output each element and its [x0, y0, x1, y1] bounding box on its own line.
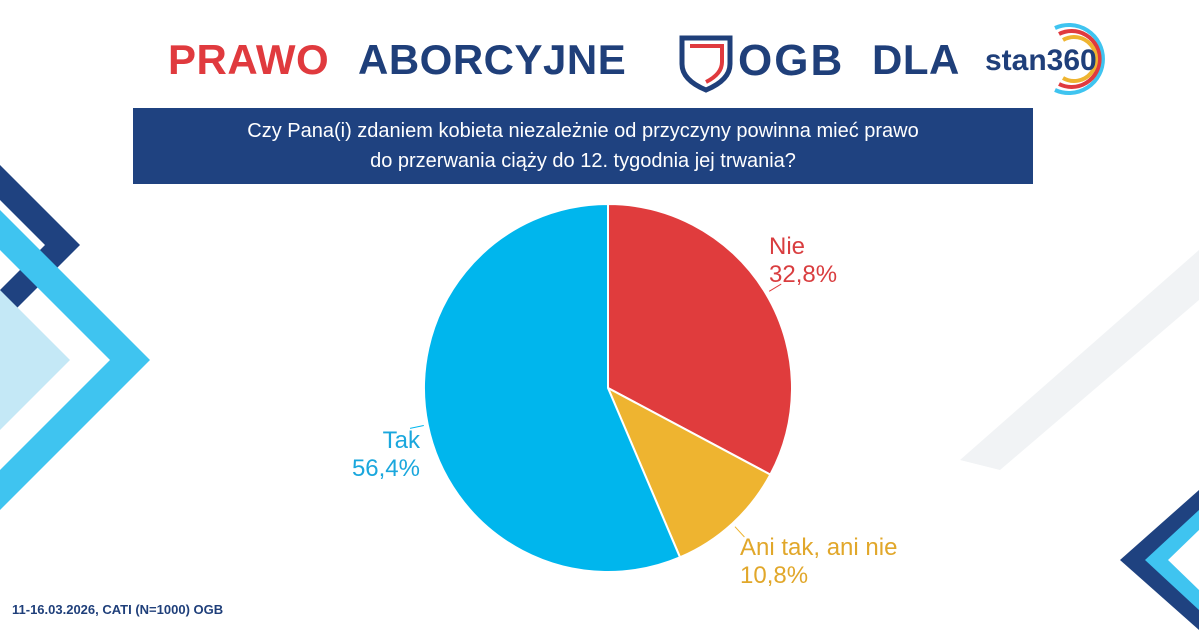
- pie-slice-nie: [607, 202, 793, 476]
- question-box: Czy Pana(i) zdaniem kobieta niezależnie …: [133, 108, 1033, 184]
- left-pale-chevron: [0, 290, 70, 430]
- label-ani: Ani tak, ani nie 10,8%: [740, 534, 897, 590]
- header: PRAWO ABORCYJNE OGB DLA stan360: [0, 18, 1199, 98]
- label-tak-name: Tak: [382, 427, 420, 454]
- stan360-logo-text: stan360: [985, 44, 1097, 77]
- footer-source: 11-16.03.2026, CATI (N=1000) OGB: [12, 602, 224, 617]
- question-line-2: do przerwania ciąży do 12. tygodnia jej …: [370, 150, 796, 172]
- pie-slice-tak-leader: [409, 425, 424, 429]
- pie-slice-nie-leader: [768, 283, 782, 292]
- pie-slice-tak: [423, 202, 682, 573]
- pie-slice-ani: [605, 385, 772, 559]
- stan360-rings-icon: [1054, 23, 1105, 95]
- title-word-aborcyjne: ABORCYJNE: [358, 36, 627, 83]
- title-word-dla: DLA: [872, 36, 960, 83]
- label-nie: Nie 32,8%: [769, 233, 837, 289]
- label-tak-value: 56,4%: [351, 455, 420, 482]
- question-line-1: Czy Pana(i) zdaniem kobieta niezależnie …: [247, 120, 919, 142]
- label-nie-name: Nie: [769, 233, 806, 260]
- label-ani-value: 10,8%: [740, 562, 809, 589]
- label-tak: Tak 56,4%: [350, 427, 420, 483]
- label-ani-name: Ani tak, ani nie: [740, 534, 898, 561]
- ogb-shield-icon: [679, 35, 733, 93]
- left-blue-chevron: [0, 210, 150, 510]
- label-nie-value: 32,8%: [769, 261, 838, 288]
- pie-slice-ani-leader: [734, 526, 745, 538]
- title-word-prawo: PRAWO: [168, 36, 330, 83]
- right-grey-stripe: [960, 250, 1199, 470]
- right-white-chevron: [1168, 530, 1199, 590]
- ogb-logo-text: OGB: [738, 36, 845, 85]
